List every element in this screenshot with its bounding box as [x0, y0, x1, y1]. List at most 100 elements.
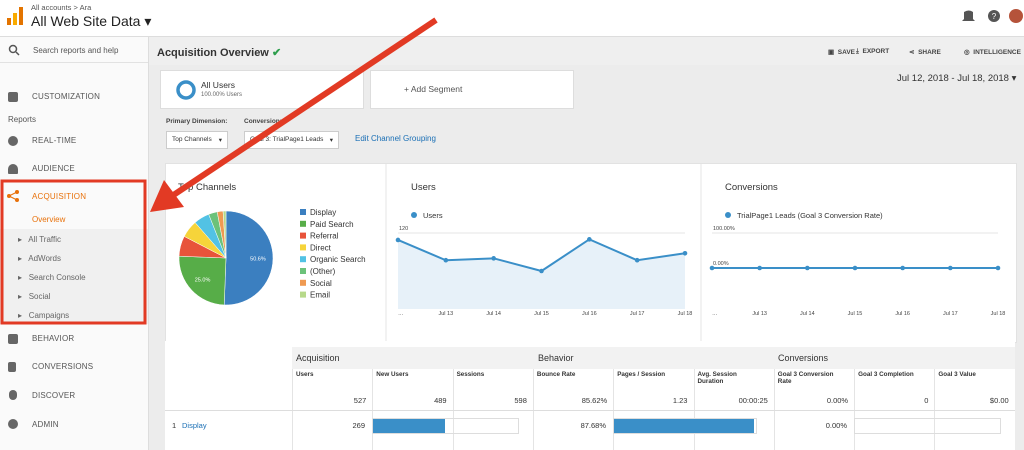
y-tick-label: 0.00%	[713, 261, 729, 267]
total-cell: 598	[514, 396, 527, 405]
column-header[interactable]: Avg. Session Duration	[697, 371, 737, 385]
legend-swatch	[300, 209, 306, 215]
export-button[interactable]: ⤓ EXPORT	[856, 48, 890, 55]
nav-acquisition[interactable]: ACQUISITION	[32, 192, 87, 201]
total-cell: $0.00	[989, 396, 1009, 405]
notifications[interactable]	[962, 10, 975, 22]
x-tick-label: Jul 15	[848, 311, 863, 317]
legend-swatch	[300, 279, 306, 286]
date-range[interactable]: Jul 12, 2018 - Jul 18, 2018 ▾	[897, 73, 1017, 84]
column-header[interactable]: Goal 3 Conversion Rate	[777, 371, 834, 385]
top-bar: All accounts > Ara All Web Site Data ▾ ?	[0, 0, 1024, 37]
nav-overview[interactable]: Overview	[32, 215, 66, 224]
legend-swatch	[300, 268, 306, 274]
group-header	[292, 347, 1015, 369]
conversion-dropdown[interactable]: Goal 3: TrialPage1 Leads ▾	[244, 131, 339, 149]
point	[539, 268, 544, 274]
x-tick-label: Jul 16	[895, 311, 910, 317]
nav-admin[interactable]: ADMIN	[32, 420, 59, 429]
row-conversion-rate: 0.00%	[825, 421, 847, 430]
y-tick-label: 100.00%	[713, 226, 735, 232]
intelligence-button[interactable]: ◎ INTELLIGENCE	[964, 49, 1021, 56]
save-button[interactable]: ▣ SAVE	[828, 49, 855, 56]
column-header[interactable]: Goal 3 Completion	[858, 371, 914, 378]
property-selector[interactable]: All Web Site Data ▾	[31, 13, 152, 29]
nav-audience[interactable]: AUDIENCE	[32, 164, 75, 173]
legend-marker	[725, 212, 731, 218]
legend-label: Referral	[310, 232, 339, 241]
legend-label: Email	[310, 291, 330, 300]
nav-discover[interactable]: DISCOVER	[32, 391, 76, 400]
avatar[interactable]	[1009, 9, 1023, 23]
legend-label: (Other)	[310, 267, 336, 276]
nav-search-console[interactable]: ▸ Search Console	[18, 273, 86, 282]
point	[805, 265, 810, 271]
y-tick-label: 120	[399, 226, 408, 232]
point	[852, 265, 858, 271]
chart-title: Top Channels	[178, 182, 236, 193]
nav-conversions[interactable]: CONVERSIONS	[32, 362, 94, 371]
column-header[interactable]: Users	[296, 371, 314, 378]
row-rank: 1	[172, 421, 177, 430]
group-conversions: Conversions	[778, 353, 829, 363]
logo	[7, 7, 23, 25]
total-cell: 489	[434, 396, 447, 405]
charts: Top Channels 50.6% Display 25.0% Paid Search…	[178, 164, 1006, 342]
add-segment[interactable]: + Add Segment	[370, 70, 574, 109]
nav-social[interactable]: ▸ Social	[18, 292, 51, 301]
nav-adwords[interactable]: ▸ AdWords	[18, 254, 62, 263]
segment-card[interactable]: All Users 100.00% Users	[160, 70, 364, 109]
nav-customization[interactable]: CUSTOMIZATION	[32, 92, 101, 101]
legend-swatch	[300, 291, 306, 298]
toolbar: Acquisition Overview ✔ ▣ SAVE ⤓ EXPORT ⋖…	[149, 37, 1024, 65]
column-header[interactable]: Bounce Rate	[536, 371, 576, 378]
legend-label: Social	[310, 279, 332, 288]
total-cell: 85.62%	[581, 396, 608, 405]
x-tick-label: …	[712, 311, 718, 317]
legend-label: Organic Search	[310, 255, 366, 264]
top-icons: ?	[962, 9, 1023, 23]
report-title: Acquisition Overview ✔	[157, 47, 282, 59]
point	[395, 237, 401, 243]
search-row[interactable]: Search reports and help	[0, 37, 148, 63]
pie-slice	[222, 210, 227, 259]
edit-channel-grouping[interactable]: Edit Channel Grouping	[355, 134, 436, 143]
svg-text:?: ?	[992, 12, 997, 21]
primary-dimension-label: Primary Dimension:	[166, 118, 228, 125]
x-tick-label: Jul 18	[991, 311, 1006, 317]
x-tick-label: Jul 15	[534, 311, 549, 317]
slice-label: 25.0%	[195, 278, 211, 284]
section-label: Reports	[8, 115, 37, 124]
column-header[interactable]: Sessions	[456, 371, 485, 378]
point	[757, 265, 762, 271]
point	[900, 265, 905, 271]
total-cell: 00:00:25	[738, 396, 768, 405]
x-tick-label: Jul 14	[800, 311, 815, 317]
nav-realtime[interactable]: REAL-TIME	[32, 136, 77, 145]
nav-all-traffic[interactable]: ▸ All Traffic	[18, 235, 61, 244]
x-tick-label: Jul 13	[752, 311, 767, 317]
nav-behavior[interactable]: BEHAVIOR	[32, 334, 75, 343]
primary-dimension-dropdown[interactable]: Top Channels ▾	[166, 131, 228, 149]
column-header[interactable]: Goal 3 Value	[938, 371, 976, 378]
point	[948, 265, 953, 271]
pie-slice	[178, 255, 227, 306]
help[interactable]	[988, 10, 1000, 22]
breadcrumb[interactable]: All accounts > Ara	[31, 3, 92, 12]
x-tick-label: Jul 16	[582, 311, 597, 317]
column-header[interactable]: Pages / Session	[617, 371, 666, 378]
x-tick-label: …	[398, 311, 404, 317]
row-users: 269	[352, 421, 365, 430]
chart-title: Users	[411, 182, 436, 193]
conversion-label: Conversion:	[244, 118, 282, 125]
nav-campaigns[interactable]: ▸ Campaigns	[18, 311, 70, 320]
row-bounce-rate: 87.68%	[580, 421, 606, 430]
pie-slice	[223, 210, 274, 306]
total-cell: 1.23	[672, 396, 688, 405]
column-header[interactable]: New Users	[376, 371, 409, 378]
new-users-bar-track	[372, 418, 519, 434]
chart-title: Conversions	[725, 182, 778, 193]
share-button[interactable]: ⋖ SHARE	[909, 49, 941, 56]
point	[443, 257, 449, 263]
row-name[interactable]: Display	[182, 421, 207, 430]
